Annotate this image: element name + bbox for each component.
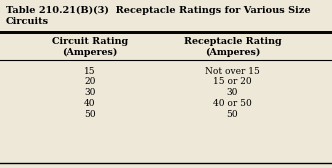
Text: Table 210.21(B)(3)  Receptacle Ratings for Various Size: Table 210.21(B)(3) Receptacle Ratings fo… xyxy=(6,6,311,15)
Text: 50: 50 xyxy=(84,110,96,119)
Text: 15 or 20: 15 or 20 xyxy=(213,77,252,86)
Text: (Amperes): (Amperes) xyxy=(205,48,260,57)
Text: 50: 50 xyxy=(226,110,238,119)
Text: 20: 20 xyxy=(84,77,95,86)
Text: 40 or 50: 40 or 50 xyxy=(213,99,252,108)
Text: (Amperes): (Amperes) xyxy=(62,48,117,57)
Text: Not over 15: Not over 15 xyxy=(205,67,260,75)
Text: 30: 30 xyxy=(227,88,238,97)
Text: Circuit Rating: Circuit Rating xyxy=(51,37,128,47)
Text: Circuits: Circuits xyxy=(6,17,49,27)
Text: 40: 40 xyxy=(84,99,95,108)
Text: 30: 30 xyxy=(84,88,95,97)
Text: 15: 15 xyxy=(84,67,96,75)
Text: Receptacle Rating: Receptacle Rating xyxy=(184,37,281,47)
